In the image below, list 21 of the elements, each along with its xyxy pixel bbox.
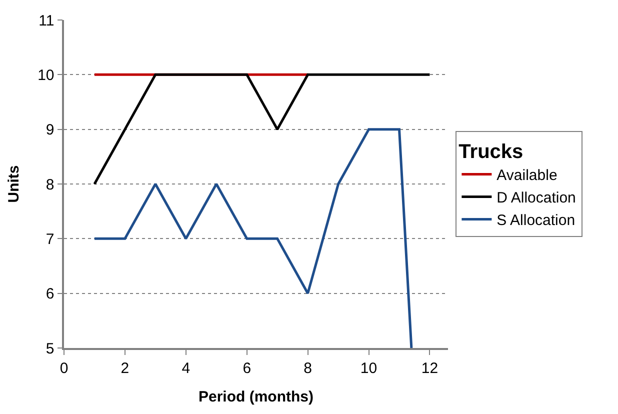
y-tick-label: 7 — [46, 230, 54, 248]
x-tick-label: 6 — [242, 360, 252, 377]
x-tick-label: 2 — [120, 360, 130, 377]
x-tick-label: 8 — [304, 360, 312, 377]
legend-title: Trucks — [458, 141, 524, 163]
y-tick-label: 9 — [46, 122, 54, 139]
y-axis-title: Units — [5, 165, 22, 203]
y-tick-label: 6 — [46, 286, 54, 303]
y-tick-label: 5 — [46, 340, 54, 358]
y-tick-label: 10 — [38, 66, 54, 84]
legend-label: S Allocation — [496, 212, 576, 230]
y-tick-label: 8 — [46, 176, 54, 194]
legend-label: D Allocation — [496, 190, 576, 207]
x-tick-label: 10 — [360, 360, 378, 377]
legend-label: Available — [496, 167, 558, 184]
x-tick-label: 0 — [60, 360, 68, 377]
y-tick-label: 11 — [38, 12, 54, 30]
x-tick-label: 12 — [421, 360, 438, 377]
x-axis-title: Period (months) — [198, 388, 314, 406]
x-tick-label: 4 — [182, 360, 190, 377]
line-series — [93, 128, 413, 348]
